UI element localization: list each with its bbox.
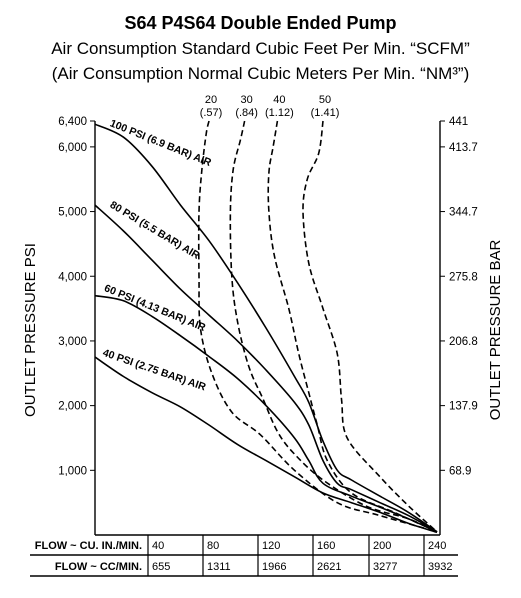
y-right-tick-label: 275.8 [449, 271, 478, 283]
y-tick-label: 6,000 [58, 142, 87, 154]
nm3-label: (.84) [235, 107, 258, 119]
air-pressure-curve [94, 294, 438, 533]
flow-cc-value: 3277 [373, 561, 397, 573]
flow-cc-label: FLOW ~ CC/MIN. [55, 561, 142, 573]
flow-cu-in-value: 120 [262, 540, 280, 552]
scfm-label: 50 [319, 94, 331, 106]
y-tick-label: 1,000 [58, 465, 87, 477]
y-tick-label: 6,400 [58, 116, 87, 128]
y-right-axis-title: OUTLET PRESSURE BAR [487, 240, 504, 421]
scfm-label: 20 [205, 94, 217, 106]
flow-cu-in-value: 200 [373, 540, 391, 552]
series-label: 40 PSI (2.75 BAR) AIR [101, 347, 208, 394]
y-tick-label: 3,000 [58, 336, 87, 348]
air-pressure-curve [94, 356, 438, 534]
plot-frame [94, 121, 441, 536]
axis-ticks: 6,400 441 6,000 413.7 5,000 344.7 4,000 275.8 3,… [58, 116, 478, 477]
y-right-tick-label: 344.7 [449, 207, 478, 219]
nm3-label: (1.12) [265, 107, 294, 119]
y-right-tick-label: 206.8 [449, 336, 478, 348]
y-tick-label: 5,000 [58, 207, 87, 219]
air-pressure-curve [94, 204, 438, 533]
flow-cu-in-value: 80 [207, 540, 219, 552]
nm3-label: (1.41) [311, 107, 340, 119]
series-label: 60 PSI (4.13 BAR) AIR [102, 282, 207, 334]
scfm-curve [197, 120, 438, 533]
flow-cc-value: 1966 [262, 561, 286, 573]
chart-subtitle-metric: (Air Consumption Normal Cubic Meters Per… [51, 64, 470, 83]
nm3-label: (.57) [200, 107, 223, 119]
flow-cc-value: 2621 [317, 561, 341, 573]
air-consumption-curves [197, 120, 438, 533]
chart-subtitle: Air Consumption Standard Cubic Feet Per … [51, 39, 470, 58]
y-right-tick-label: 137.9 [449, 401, 478, 413]
flow-cu-in-value: 240 [428, 540, 446, 552]
scfm-curve [302, 120, 438, 533]
y-axis-title: OUTLET PRESSURE PSI [22, 243, 39, 417]
flow-cu-in-label: FLOW ~ CU. IN./MIN. [35, 540, 142, 552]
series-label: 100 PSI (6.9 BAR) AIR [108, 117, 213, 169]
y-right-tick-label: 441 [449, 116, 468, 128]
y-right-tick-label: 68.9 [449, 465, 471, 477]
flow-cc-value: 1311 [207, 561, 231, 573]
scfm-label: 30 [241, 94, 253, 106]
flow-cu-in-value: 40 [152, 540, 164, 552]
scfm-curve [267, 120, 438, 533]
scfm-label: 40 [273, 94, 285, 106]
scfm-curve [229, 120, 438, 533]
performance-curves [94, 123, 438, 534]
y-right-tick-label: 413.7 [449, 142, 478, 154]
y-tick-label: 2,000 [58, 401, 87, 413]
flow-cc-value: 655 [152, 561, 170, 573]
air-pressure-curve [94, 123, 438, 533]
flow-cu-in-value: 160 [317, 540, 335, 552]
flow-table: FLOW ~ CU. IN./MIN. FLOW ~ CC/MIN. 40 655 80… [30, 535, 458, 577]
y-tick-label: 4,000 [58, 271, 87, 283]
chart-title: S64 P4S64 Double Ended Pump [124, 13, 397, 33]
flow-cc-value: 3932 [428, 561, 452, 573]
